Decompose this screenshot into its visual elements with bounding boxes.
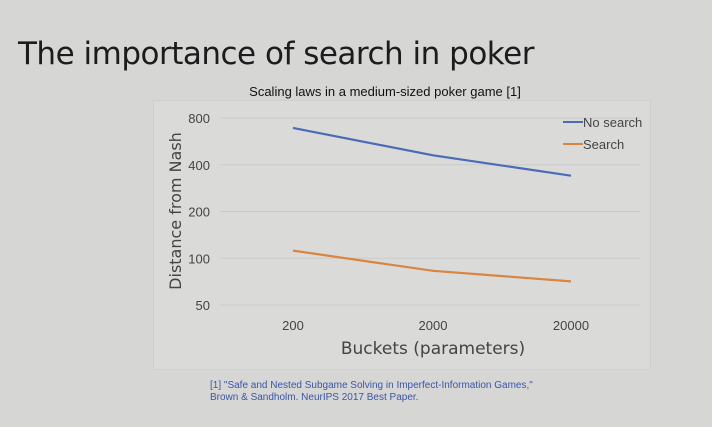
legend-label: Search bbox=[583, 137, 624, 152]
x-tick-label: 200 bbox=[282, 318, 304, 333]
y-axis-label: Distance from Nash bbox=[166, 132, 185, 290]
reference-line-1: [1] "Safe and Nested Subgame Solving in … bbox=[210, 380, 533, 391]
reference-footnote: [1] "Safe and Nested Subgame Solving in … bbox=[210, 380, 533, 404]
x-tick-label: 20000 bbox=[553, 318, 589, 333]
slide-title: The importance of search in poker bbox=[18, 36, 534, 72]
x-axis-label: Buckets (parameters) bbox=[341, 339, 525, 359]
y-tick-label: 200 bbox=[188, 205, 210, 220]
series-line-search bbox=[292, 249, 572, 283]
chart-title: Scaling laws in a medium-sized poker gam… bbox=[249, 84, 521, 99]
legend-label: No search bbox=[583, 115, 642, 130]
y-tick-label: 800 bbox=[188, 111, 210, 126]
y-tick-label: 100 bbox=[188, 251, 210, 266]
series-line-no-search bbox=[292, 126, 572, 177]
reference-line-2: Brown & Sandholm. NeurIPS 2017 Best Pape… bbox=[210, 392, 419, 403]
y-tick-label: 50 bbox=[196, 298, 210, 313]
x-tick-label: 2000 bbox=[419, 318, 448, 333]
y-tick-label: 400 bbox=[188, 158, 210, 173]
